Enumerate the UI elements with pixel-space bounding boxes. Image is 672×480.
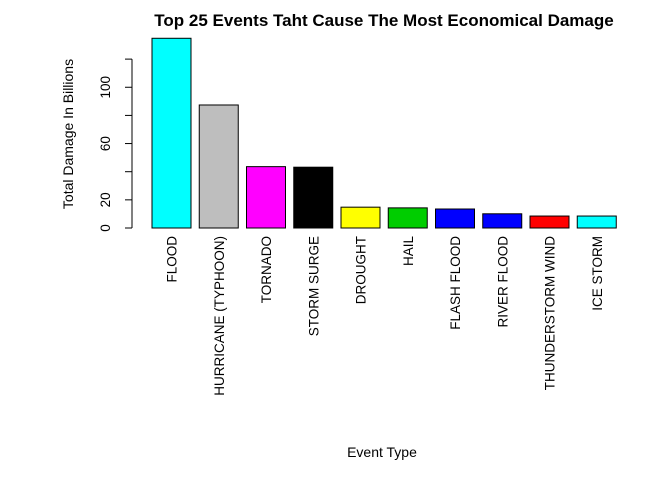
y-tick-label: 60 [98,136,113,151]
y-axis: 0 20 60 100 [98,58,133,232]
bar-flood [151,37,192,229]
y-tick-label: 0 [98,224,113,232]
bar-river-flood [482,213,523,229]
x-tick-label: HURRICANE (TYPHOON) [212,236,227,396]
x-axis-label: Event Type [347,444,417,460]
y-tick-label: 100 [98,76,113,99]
y-tick-label: 20 [98,192,113,207]
x-tick-labels: FLOOD HURRICANE (TYPHOON) TORNADO STORM SUR… [165,236,605,396]
x-tick-label: THUNDERSTORM WIND [543,236,558,390]
bar-drought [340,206,381,229]
bar-thunderstorm-wind [529,215,570,229]
x-tick-label: RIVER FLOOD [495,236,510,328]
bar-tornado [246,166,286,229]
bar-ice-storm [576,215,617,229]
x-tick-label: DROUGHT [354,236,369,304]
bar-flash-flood [435,208,475,229]
x-tick-label: STORM SURGE [306,236,321,336]
chart-title: Top 25 Events Taht Cause The Most Econom… [154,11,613,30]
bar-hail [387,207,428,229]
x-tick-label: FLOOD [165,236,180,283]
bars-group [151,37,617,229]
x-tick-label: HAIL [401,236,416,267]
bar-hurricane-typhoon [198,104,239,229]
bar-storm-surge [293,166,334,229]
x-tick-label: FLASH FLOOD [448,236,463,330]
y-axis-label: Total Damage In Billions [60,59,76,209]
x-tick-label: TORNADO [259,236,274,303]
x-tick-label: ICE STORM [590,236,605,311]
